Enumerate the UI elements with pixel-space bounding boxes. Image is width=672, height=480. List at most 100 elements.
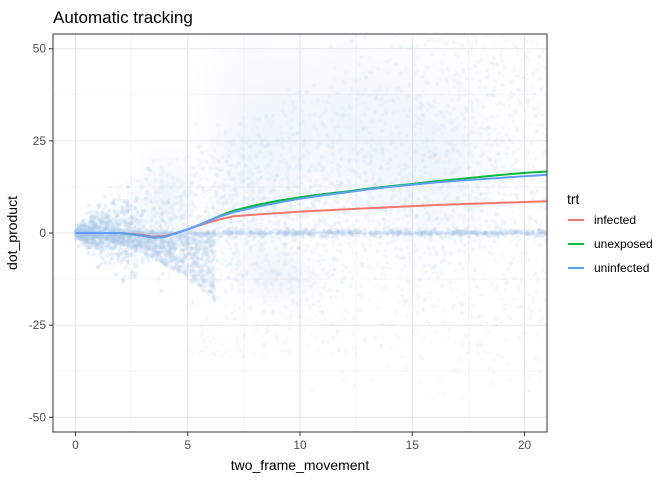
scatter-point (116, 197, 122, 202)
scatter-point (91, 222, 95, 227)
scatter-point (76, 243, 82, 248)
scatter-point (390, 194, 395, 199)
scatter-point (386, 323, 391, 328)
scatter-point (163, 220, 168, 225)
scatter-point (383, 207, 388, 212)
scatter-point (523, 54, 528, 59)
scatter-point (121, 212, 126, 217)
scatter-point (367, 297, 372, 302)
scatter-point (102, 259, 107, 265)
scatter-point (460, 138, 465, 143)
scatter-point (377, 240, 382, 245)
scatter-point (314, 167, 319, 172)
scatter-point (538, 296, 543, 301)
scatter-point (141, 245, 146, 250)
scatter-point (521, 219, 526, 224)
scatter-point (337, 183, 342, 188)
scatter-point (536, 62, 541, 67)
scatter-point (160, 211, 164, 216)
scatter-point (365, 154, 369, 159)
scatter-point (148, 199, 153, 204)
scatter-point (356, 87, 361, 92)
scatter-point (238, 176, 243, 181)
scatter-point (523, 360, 527, 364)
scatter-point (538, 243, 543, 248)
scatter-point (373, 234, 378, 239)
scatter-point (521, 202, 526, 207)
scatter-point (294, 183, 298, 188)
scatter-point (205, 209, 209, 214)
scatter-point (230, 200, 235, 205)
scatter-point (286, 213, 291, 218)
scatter-point (347, 126, 352, 130)
scatter-point (108, 222, 112, 227)
scatter-point (470, 76, 475, 81)
scatter-point (351, 90, 355, 95)
scatter-point (447, 171, 452, 176)
scatter-point (470, 53, 475, 58)
scatter-point (489, 232, 494, 237)
scatter-point (332, 213, 337, 218)
scatter-point (520, 177, 525, 182)
scatter-point (435, 274, 440, 279)
scatter-point (224, 264, 229, 269)
scatter-point (359, 55, 364, 60)
scatter-point (449, 127, 454, 132)
scatter-point (279, 131, 284, 136)
scatter-point (459, 239, 464, 244)
scatter-point (99, 216, 104, 221)
scatter-point (531, 196, 536, 201)
scatter-point (342, 317, 347, 322)
scatter-point (253, 235, 258, 240)
scatter-point (383, 121, 388, 126)
scatter-point (224, 145, 229, 149)
scatter-point (275, 273, 279, 278)
scatter-point (342, 124, 347, 129)
scatter-point (430, 137, 435, 142)
scatter-point (229, 217, 234, 222)
scatter-point (488, 137, 492, 142)
scatter-point (514, 243, 519, 248)
scatter-point (85, 251, 91, 256)
scatter-point (407, 93, 412, 98)
scatter-point (312, 83, 317, 87)
scatter-point (236, 273, 241, 278)
scatter-point (526, 57, 530, 62)
scatter-point (511, 118, 516, 123)
scatter-point (367, 265, 372, 270)
scatter-point (144, 190, 150, 195)
scatter-point (362, 171, 367, 176)
scatter-point (160, 217, 165, 222)
scatter-point (404, 366, 409, 371)
scatter-point (97, 217, 102, 222)
scatter-point (544, 65, 547, 69)
scatter-point (534, 129, 539, 134)
scatter-point (118, 247, 123, 252)
scatter-point (394, 246, 399, 251)
scatter-point (284, 172, 289, 177)
scatter-point (465, 305, 470, 310)
scatter-point (113, 218, 118, 223)
scatter-point (298, 224, 303, 228)
scatter-point (384, 254, 389, 259)
scatter-point (495, 317, 500, 322)
scatter-point (168, 185, 173, 190)
scatter-haze (217, 237, 338, 318)
scatter-point (329, 85, 334, 90)
scatter-point (115, 222, 120, 227)
scatter-point (440, 111, 445, 116)
scatter-point (308, 178, 312, 183)
scatter-point (246, 202, 251, 207)
scatter-point (380, 180, 384, 185)
scatter-point (504, 132, 509, 137)
scatter-point (217, 235, 221, 240)
scatter-point (122, 219, 127, 224)
scatter-point (462, 88, 467, 93)
scatter-point (189, 248, 194, 252)
scatter-point (240, 224, 245, 229)
scatter-point (486, 125, 490, 130)
scatter-point (252, 121, 257, 126)
scatter-point (329, 334, 334, 339)
scatter-point (134, 192, 139, 197)
scatter-point (360, 101, 365, 106)
